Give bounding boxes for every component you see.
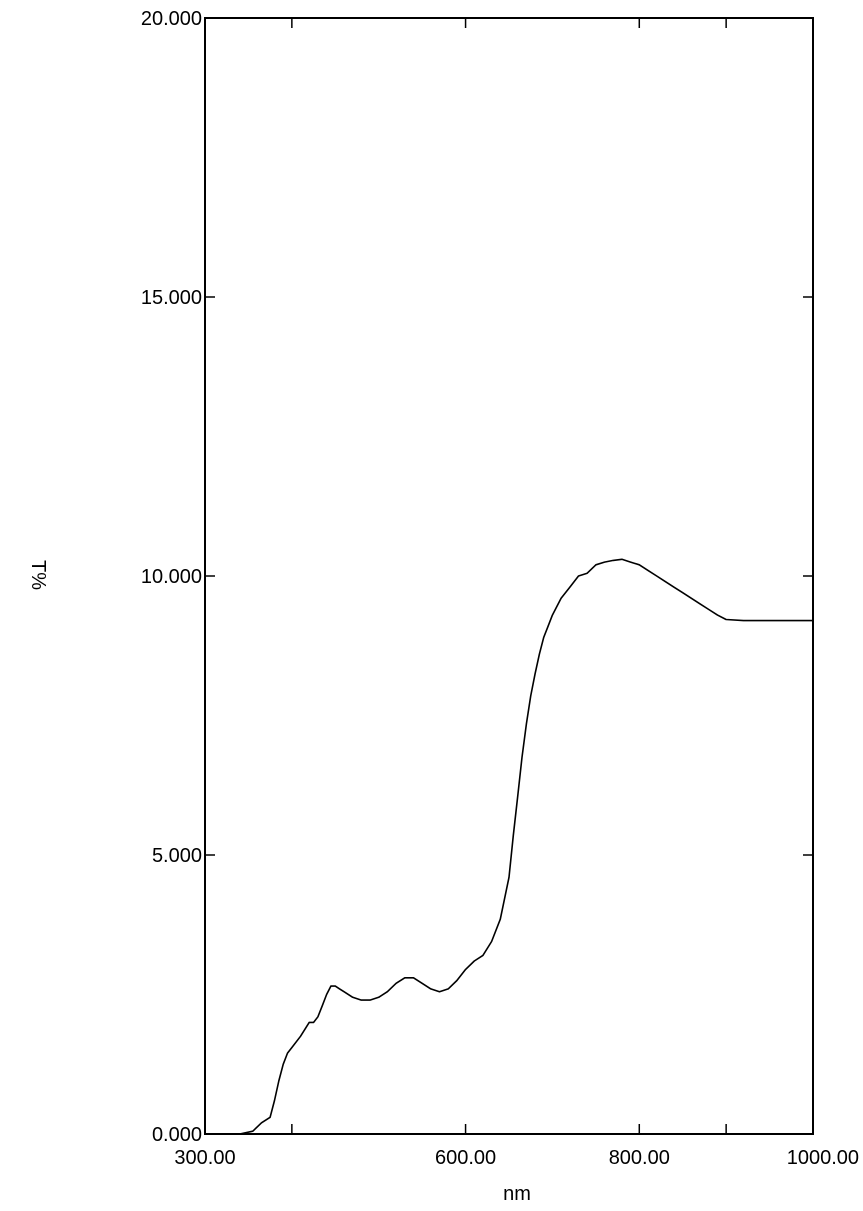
y-tick-label: 15.000 — [141, 287, 202, 309]
y-tick-label: 10.000 — [141, 566, 202, 588]
y-tick-label: 5.000 — [152, 845, 202, 867]
plot-frame — [204, 17, 814, 1135]
x-axis-ticks: 300.00 600.00 800.00 1000.00 — [174, 18, 859, 1169]
x-axis-label: nm — [503, 1183, 531, 1205]
y-tick-label: 0.000 — [152, 1124, 202, 1146]
y-axis-ticks: 0.000 5.000 10.000 15.000 20.000 — [141, 8, 813, 1146]
y-axis-label: T% — [27, 560, 49, 590]
series-line — [205, 558, 813, 1135]
x-tick-label: 1000.00 — [787, 1147, 859, 1169]
x-tick-label: 600.00 — [435, 1147, 496, 1169]
y-tick-label: 20.000 — [141, 8, 202, 30]
x-tick-label: 300.00 — [174, 1147, 235, 1169]
x-tick-label: 800.00 — [609, 1147, 670, 1169]
